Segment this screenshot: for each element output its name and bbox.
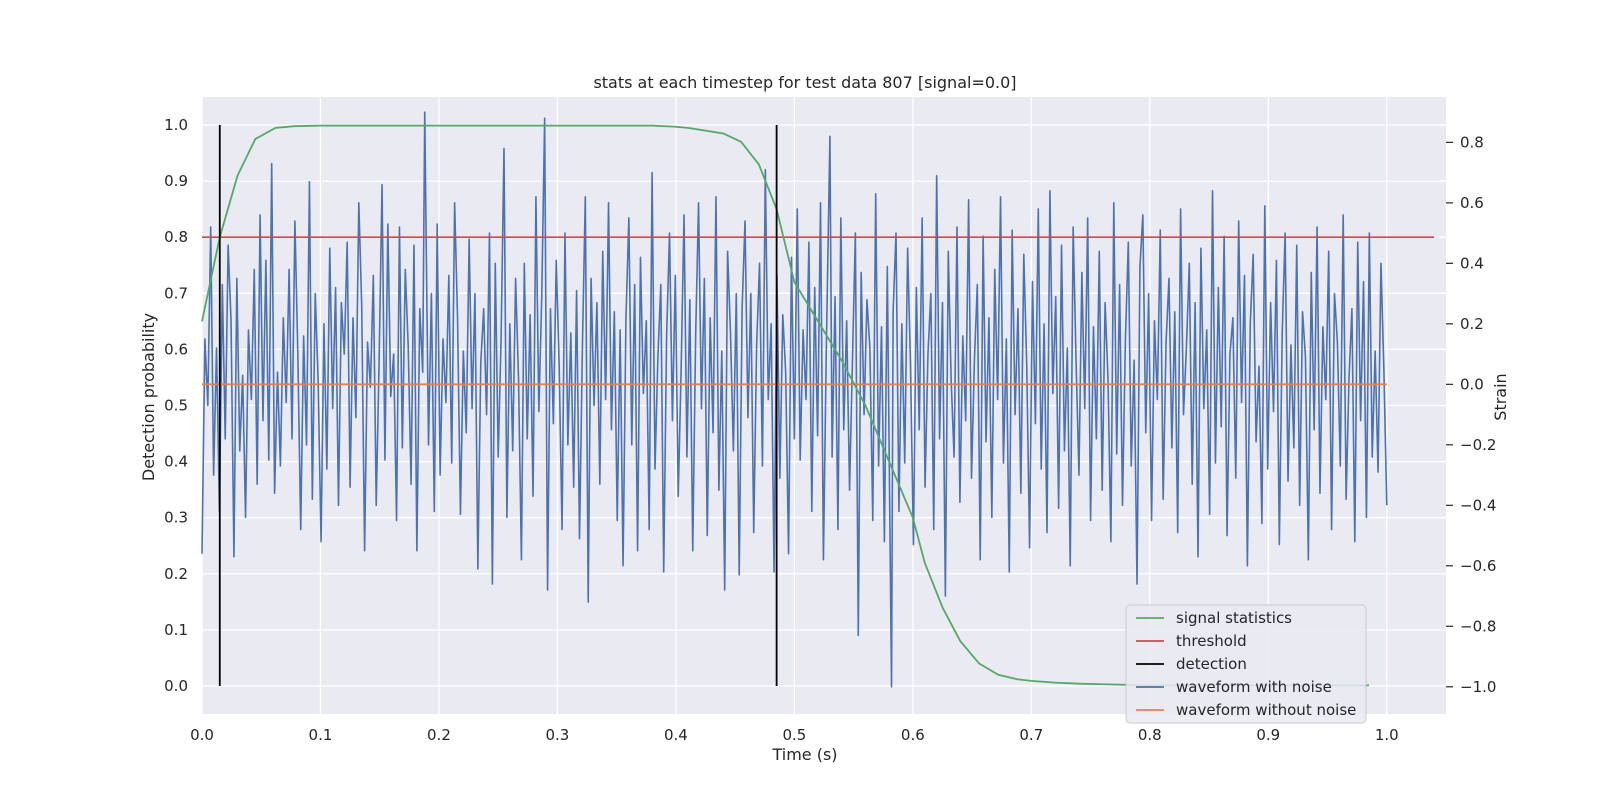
y-right-tick-label: −0.4 — [1460, 496, 1496, 514]
y-right-axis-ticks: −1.0 −0.8 −0.6 −0.4 −0.2 0.0 0.2 0.4 0.6 0.8 — [1446, 133, 1496, 696]
x-axis-ticks: 0.0 0.1 0.2 0.3 0.4 0.5 0.6 0.7 0.8 0.9 1.0 — [190, 726, 1399, 744]
x-tick-label: 0.2 — [427, 726, 451, 744]
legend-label: waveform without noise — [1176, 701, 1356, 719]
x-tick-label: 0.3 — [545, 726, 569, 744]
y-left-tick-label: 0.9 — [164, 172, 188, 190]
legend-label: waveform with noise — [1176, 678, 1332, 696]
y-left-tick-label: 0.2 — [164, 565, 188, 583]
legend-label: detection — [1176, 655, 1247, 673]
legend-label: threshold — [1176, 632, 1247, 650]
x-tick-label: 0.0 — [190, 726, 214, 744]
y-right-tick-label: 0.8 — [1460, 133, 1484, 151]
x-tick-label: 0.8 — [1138, 726, 1162, 744]
y-right-tick-label: 0.2 — [1460, 315, 1484, 333]
chart-title: stats at each timestep for test data 807… — [593, 73, 1016, 92]
legend-label: signal statistics — [1176, 609, 1292, 627]
legend-box — [1125, 604, 1367, 724]
x-tick-label: 0.4 — [664, 726, 688, 744]
y-left-axis-ticks: 0.0 0.1 0.2 0.3 0.4 0.5 0.6 0.7 0.8 0.9 1.0 — [164, 116, 188, 695]
y-left-tick-label: 1.0 — [164, 116, 188, 134]
y-right-tick-label: 0.0 — [1460, 375, 1484, 393]
y-right-tick-label: −0.2 — [1460, 436, 1496, 454]
x-tick-label: 0.9 — [1256, 726, 1280, 744]
legend: signal statistics threshold detection wavef… — [1125, 604, 1367, 724]
series-signal-statistics — [201, 124, 1369, 687]
y-left-axis-label: Detection probability — [139, 313, 158, 481]
x-axis-label: Time (s) — [771, 745, 837, 764]
x-tick-label: 0.6 — [901, 726, 925, 744]
series-waveform-with-noise — [201, 111, 1388, 688]
y-left-tick-label: 0.6 — [164, 340, 188, 358]
y-right-tick-label: 0.6 — [1460, 194, 1484, 212]
y-right-tick-label: −0.8 — [1460, 617, 1496, 635]
y-left-tick-label: 0.4 — [164, 453, 188, 471]
y-left-tick-label: 0.8 — [164, 228, 188, 246]
y-left-tick-label: 0.0 — [164, 677, 188, 695]
y-left-tick-label: 0.3 — [164, 509, 188, 527]
x-tick-label: 0.5 — [782, 726, 806, 744]
x-tick-label: 0.1 — [309, 726, 333, 744]
y-right-tick-label: −1.0 — [1460, 678, 1496, 696]
x-tick-label: 0.7 — [1019, 726, 1043, 744]
y-left-tick-label: 0.7 — [164, 284, 188, 302]
y-right-axis-label: Strain — [1491, 373, 1510, 420]
plot-area — [201, 111, 1435, 688]
y-left-tick-label: 0.1 — [164, 621, 188, 639]
x-tick-label: 1.0 — [1375, 726, 1399, 744]
y-right-tick-label: 0.4 — [1460, 254, 1484, 272]
y-right-tick-label: −0.6 — [1460, 557, 1496, 575]
y-left-tick-label: 0.5 — [164, 397, 188, 415]
